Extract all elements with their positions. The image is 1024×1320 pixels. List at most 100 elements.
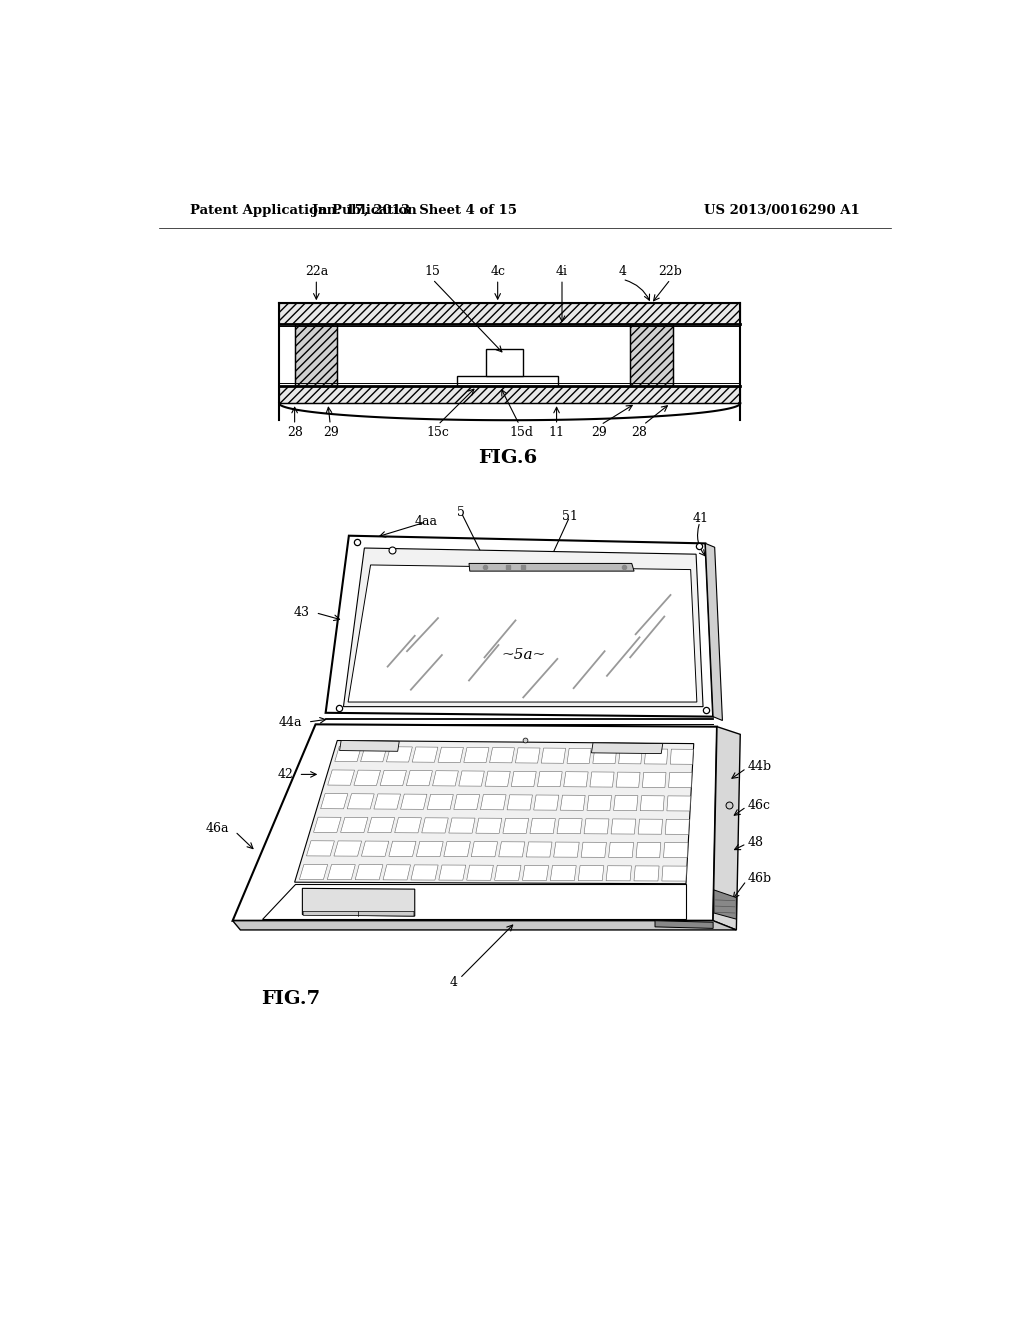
Polygon shape: [321, 793, 348, 809]
Bar: [486, 350, 523, 376]
Text: 22b: 22b: [658, 265, 682, 277]
Polygon shape: [480, 795, 506, 809]
Text: 29: 29: [591, 426, 607, 440]
Polygon shape: [522, 866, 549, 880]
Polygon shape: [713, 726, 740, 929]
Text: ~5a~: ~5a~: [501, 648, 546, 663]
Polygon shape: [411, 865, 438, 880]
Polygon shape: [489, 747, 514, 763]
Polygon shape: [515, 748, 540, 763]
Polygon shape: [611, 818, 636, 834]
Polygon shape: [476, 818, 502, 833]
Text: 4c: 4c: [490, 265, 505, 277]
Text: 15c: 15c: [427, 426, 450, 440]
Text: 42: 42: [278, 768, 293, 781]
Polygon shape: [471, 842, 498, 857]
Polygon shape: [655, 921, 713, 928]
Polygon shape: [299, 865, 328, 879]
Polygon shape: [407, 771, 432, 785]
Polygon shape: [618, 748, 642, 764]
Polygon shape: [567, 748, 591, 763]
Polygon shape: [354, 770, 381, 785]
Polygon shape: [443, 841, 470, 857]
Polygon shape: [495, 866, 521, 880]
Polygon shape: [606, 866, 632, 880]
Polygon shape: [439, 865, 466, 880]
Text: 41: 41: [692, 512, 709, 525]
Polygon shape: [582, 842, 606, 857]
Text: 28: 28: [632, 426, 647, 440]
Polygon shape: [427, 795, 454, 809]
Polygon shape: [394, 817, 422, 833]
Polygon shape: [669, 772, 692, 788]
Polygon shape: [303, 911, 414, 916]
Text: 4: 4: [618, 265, 627, 277]
Polygon shape: [664, 842, 688, 858]
Text: 43: 43: [294, 606, 310, 619]
Polygon shape: [526, 842, 552, 857]
Text: 4i: 4i: [556, 265, 568, 277]
Polygon shape: [557, 818, 583, 834]
Polygon shape: [644, 748, 668, 764]
Polygon shape: [485, 771, 510, 787]
Text: 46a: 46a: [205, 822, 228, 834]
Polygon shape: [343, 548, 703, 706]
Text: 29: 29: [324, 426, 339, 440]
Polygon shape: [361, 841, 389, 857]
Polygon shape: [360, 747, 387, 762]
Text: 51: 51: [562, 510, 578, 523]
Polygon shape: [232, 725, 717, 921]
Polygon shape: [592, 743, 663, 754]
Text: 44a: 44a: [279, 715, 302, 729]
Polygon shape: [383, 865, 411, 880]
Text: US 2013/0016290 A1: US 2013/0016290 A1: [703, 205, 859, 218]
Polygon shape: [538, 771, 562, 787]
Polygon shape: [671, 750, 693, 764]
Polygon shape: [469, 564, 634, 572]
Polygon shape: [422, 818, 449, 833]
Polygon shape: [340, 741, 399, 751]
Polygon shape: [328, 865, 355, 879]
Polygon shape: [507, 795, 532, 810]
Polygon shape: [714, 890, 736, 919]
Polygon shape: [386, 747, 413, 762]
Bar: [630, 323, 673, 385]
Polygon shape: [608, 842, 634, 858]
Polygon shape: [590, 772, 614, 787]
Polygon shape: [616, 772, 640, 787]
Polygon shape: [459, 771, 484, 787]
Polygon shape: [613, 796, 638, 810]
Polygon shape: [662, 866, 687, 880]
Polygon shape: [464, 747, 489, 763]
Polygon shape: [389, 841, 416, 857]
Polygon shape: [593, 748, 616, 764]
Polygon shape: [449, 818, 475, 833]
Polygon shape: [560, 795, 585, 810]
Polygon shape: [634, 866, 659, 880]
Polygon shape: [347, 793, 374, 809]
Text: 4aa: 4aa: [415, 515, 438, 528]
Polygon shape: [262, 884, 686, 919]
Text: 22a: 22a: [305, 265, 328, 277]
Polygon shape: [374, 793, 400, 809]
Polygon shape: [554, 842, 580, 857]
Text: FIG.7: FIG.7: [261, 990, 321, 1008]
Bar: [458, 376, 558, 385]
Text: 5: 5: [458, 506, 465, 519]
Polygon shape: [313, 817, 341, 833]
Polygon shape: [302, 888, 415, 916]
Polygon shape: [326, 536, 713, 717]
Text: 15: 15: [425, 265, 440, 277]
Polygon shape: [306, 841, 335, 855]
Polygon shape: [467, 865, 494, 880]
Polygon shape: [335, 746, 361, 762]
Polygon shape: [511, 771, 537, 787]
Polygon shape: [563, 772, 588, 787]
Polygon shape: [542, 748, 565, 763]
Polygon shape: [341, 817, 368, 833]
Polygon shape: [328, 770, 354, 785]
Polygon shape: [355, 865, 383, 880]
Text: 46b: 46b: [748, 871, 772, 884]
Text: Patent Application Publication: Patent Application Publication: [190, 205, 417, 218]
Polygon shape: [413, 747, 438, 762]
